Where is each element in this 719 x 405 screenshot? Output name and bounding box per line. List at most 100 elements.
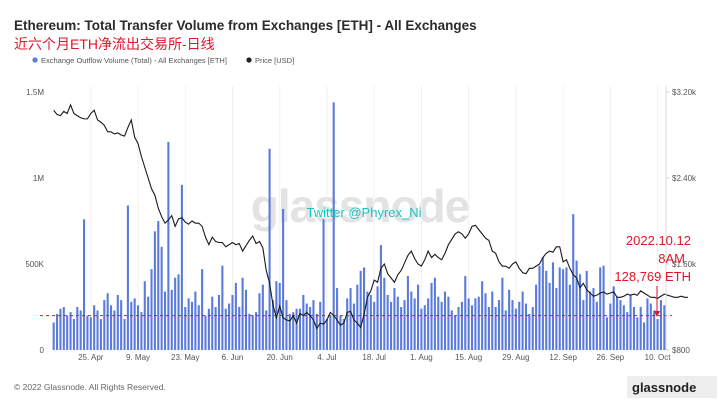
x-tick-label: 15. Aug xyxy=(455,353,482,362)
outflow-bar xyxy=(163,291,167,350)
outflow-bar xyxy=(491,291,494,350)
outflow-bar xyxy=(626,312,629,350)
outflow-bar xyxy=(312,300,315,350)
outflow-bar xyxy=(126,205,129,350)
outflow-bar xyxy=(551,262,555,350)
outflow-bar xyxy=(406,276,409,350)
outflow-bar xyxy=(221,265,224,350)
outflow-bar xyxy=(52,322,55,350)
legend-price-marker xyxy=(246,57,252,63)
outflow-bar xyxy=(379,245,382,350)
outflow-bar xyxy=(585,270,588,350)
outflow-bar xyxy=(224,308,227,350)
outflow-bar xyxy=(153,231,156,350)
outflow-bar xyxy=(548,282,551,350)
outflow-bar xyxy=(359,270,362,350)
y-right-tick-label: $1.60k xyxy=(672,260,697,269)
outflow-bar xyxy=(177,274,180,350)
outflow-bar xyxy=(470,305,474,350)
outflow-bar xyxy=(319,301,322,350)
outflow-bar xyxy=(636,317,639,350)
x-tick-label: 6. Jun xyxy=(222,353,244,362)
legend-outflow-label: Exchange Outflow Volume (Total) - All Ex… xyxy=(41,56,227,65)
outflow-bar xyxy=(234,282,237,350)
outflow-bar xyxy=(376,286,379,350)
outflow-bar xyxy=(228,303,231,350)
outflow-bar xyxy=(390,301,393,350)
outflow-bar xyxy=(481,281,484,350)
outflow-bar xyxy=(214,307,217,350)
y-left-tick-label: 1.5M xyxy=(26,88,44,97)
outflow-bar xyxy=(265,310,268,350)
x-tick-label: 23. May xyxy=(171,353,199,362)
outflow-bar xyxy=(609,303,612,350)
outflow-bar xyxy=(217,294,221,350)
outflow-bar xyxy=(420,308,423,350)
outflow-bar xyxy=(106,293,109,350)
x-tick-label: 9. May xyxy=(126,353,150,362)
outflow-bar xyxy=(437,296,440,350)
x-tick-label: 26. Sep xyxy=(597,353,625,362)
outflow-bar xyxy=(528,313,531,350)
outflow-bar xyxy=(170,289,173,350)
outflow-bar xyxy=(83,219,86,350)
outflow-bar xyxy=(501,277,504,350)
outflow-bar xyxy=(352,303,355,350)
outflow-bar xyxy=(325,319,328,350)
x-tick-label: 29. Aug xyxy=(502,353,529,362)
outflow-bar xyxy=(410,291,413,350)
outflow-bar xyxy=(386,294,389,350)
outflow-bar xyxy=(612,286,615,350)
outflow-bar xyxy=(514,308,517,350)
outflow-bar xyxy=(366,291,369,350)
outflow-bar xyxy=(103,300,106,350)
outflow-bar xyxy=(427,298,430,350)
outflow-bar xyxy=(76,307,79,350)
outflow-bar xyxy=(433,277,436,350)
x-tick-label: 1. Aug xyxy=(410,353,433,362)
outflow-bar xyxy=(646,298,649,350)
outflow-bar xyxy=(504,310,507,350)
outflow-bar xyxy=(474,298,477,350)
x-tick-label: 10. Oct xyxy=(645,353,672,362)
outflow-bar xyxy=(578,274,582,350)
outflow-bar xyxy=(518,301,521,350)
annotation: 2022.10.12 8AM 128,769 ETH xyxy=(614,233,691,317)
outflow-bar xyxy=(322,219,325,350)
outflow-bar xyxy=(113,310,116,350)
outflow-bar xyxy=(555,288,558,350)
outflow-bar xyxy=(413,298,416,350)
outflow-bar xyxy=(315,313,318,350)
outflow-bar xyxy=(467,298,470,350)
outflow-bar xyxy=(416,284,420,350)
y-right-tick-label: $3.20k xyxy=(672,88,697,97)
outflow-bar xyxy=(477,296,480,350)
legend: Exchange Outflow Volume (Total) - All Ex… xyxy=(32,56,294,65)
outflow-bars xyxy=(52,102,666,350)
legend-outflow-marker xyxy=(32,57,38,63)
outflow-bar xyxy=(616,296,619,350)
y-right-tick-label: $2.40k xyxy=(672,174,697,183)
outflow-bar xyxy=(140,312,143,350)
outflow-bar xyxy=(383,277,386,350)
chart-subtitle: 近六个月ETH净流出交易所-日线 xyxy=(14,36,215,52)
outflow-bar xyxy=(457,307,460,350)
outflow-bar xyxy=(160,246,163,350)
annotation-date: 2022.10.12 xyxy=(626,233,691,248)
outflow-bar xyxy=(632,307,635,350)
outflow-bar xyxy=(558,267,561,350)
outflow-bar xyxy=(629,294,632,350)
outflow-bar xyxy=(211,296,214,350)
outflow-bar xyxy=(150,269,153,350)
outflow-bar xyxy=(120,300,123,350)
outflow-bar xyxy=(238,307,241,350)
outflow-bar xyxy=(356,284,359,350)
outflow-bar xyxy=(508,289,511,350)
outflow-bar xyxy=(174,277,177,350)
price-line xyxy=(53,103,688,330)
outflow-bar xyxy=(622,305,625,350)
outflow-bar xyxy=(295,308,298,350)
outflow-bar xyxy=(136,305,140,350)
outflow-bar xyxy=(541,257,544,350)
